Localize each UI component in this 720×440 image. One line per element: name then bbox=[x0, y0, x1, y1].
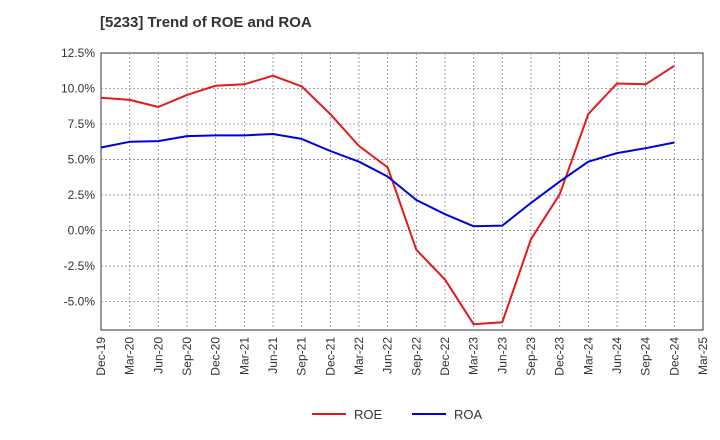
x-tick-label: Dec-23 bbox=[553, 337, 567, 376]
x-tick-label: Mar-25 bbox=[696, 337, 710, 375]
grid-lines bbox=[101, 53, 703, 330]
y-axis-ticks: 12.5% 10.0% 7.5% 5.0% 2.5% 0.0% -2.5% -5.0% bbox=[61, 46, 95, 309]
x-tick-label: Sep-20 bbox=[180, 337, 194, 376]
chart-title: [5233] Trend of ROE and ROA bbox=[100, 14, 312, 31]
x-tick-label: Jun-22 bbox=[381, 337, 395, 374]
x-tick-label: Mar-23 bbox=[467, 337, 481, 375]
series-lines bbox=[100, 64, 675, 326]
y-tick-label: -2.5% bbox=[64, 259, 96, 273]
x-tick-label: Dec-19 bbox=[94, 337, 108, 376]
x-tick-label: Jun-20 bbox=[151, 337, 165, 374]
x-tick-label: Sep-24 bbox=[639, 337, 653, 376]
legend-label-roe: ROE bbox=[354, 407, 383, 422]
y-tick-label: 7.5% bbox=[68, 117, 96, 131]
y-tick-label: 0.0% bbox=[68, 224, 96, 238]
y-tick-label: 2.5% bbox=[68, 188, 96, 202]
y-tick-label: 12.5% bbox=[61, 46, 95, 60]
legend-label-roa: ROA bbox=[454, 407, 483, 422]
x-tick-label: Mar-22 bbox=[352, 337, 366, 375]
series-line-roa bbox=[100, 133, 675, 228]
x-tick-label: Mar-20 bbox=[123, 337, 137, 375]
x-tick-label: Sep-23 bbox=[524, 337, 538, 376]
y-tick-label: 5.0% bbox=[68, 153, 96, 167]
legend: ROE ROA bbox=[312, 407, 483, 422]
series-line-roe bbox=[100, 64, 675, 326]
x-tick-label: Dec-24 bbox=[667, 337, 681, 376]
x-tick-label: Sep-22 bbox=[409, 337, 423, 376]
y-tick-label: 10.0% bbox=[61, 82, 95, 96]
x-tick-label: Sep-21 bbox=[295, 337, 309, 376]
x-tick-label: Dec-21 bbox=[323, 337, 337, 376]
x-tick-label: Dec-22 bbox=[438, 337, 452, 376]
x-axis-ticks: Dec-19 Mar-20 Jun-20 Sep-20 Dec-20 Mar-21 Jun-… bbox=[94, 337, 710, 376]
x-tick-label: Jun-23 bbox=[495, 337, 509, 374]
x-tick-label: Jun-24 bbox=[610, 337, 624, 374]
y-tick-label: -5.0% bbox=[64, 295, 96, 309]
x-tick-label: Dec-20 bbox=[209, 337, 223, 376]
x-tick-label: Mar-24 bbox=[581, 337, 595, 375]
x-tick-label: Jun-21 bbox=[266, 337, 280, 374]
x-tick-label: Mar-21 bbox=[237, 337, 251, 375]
